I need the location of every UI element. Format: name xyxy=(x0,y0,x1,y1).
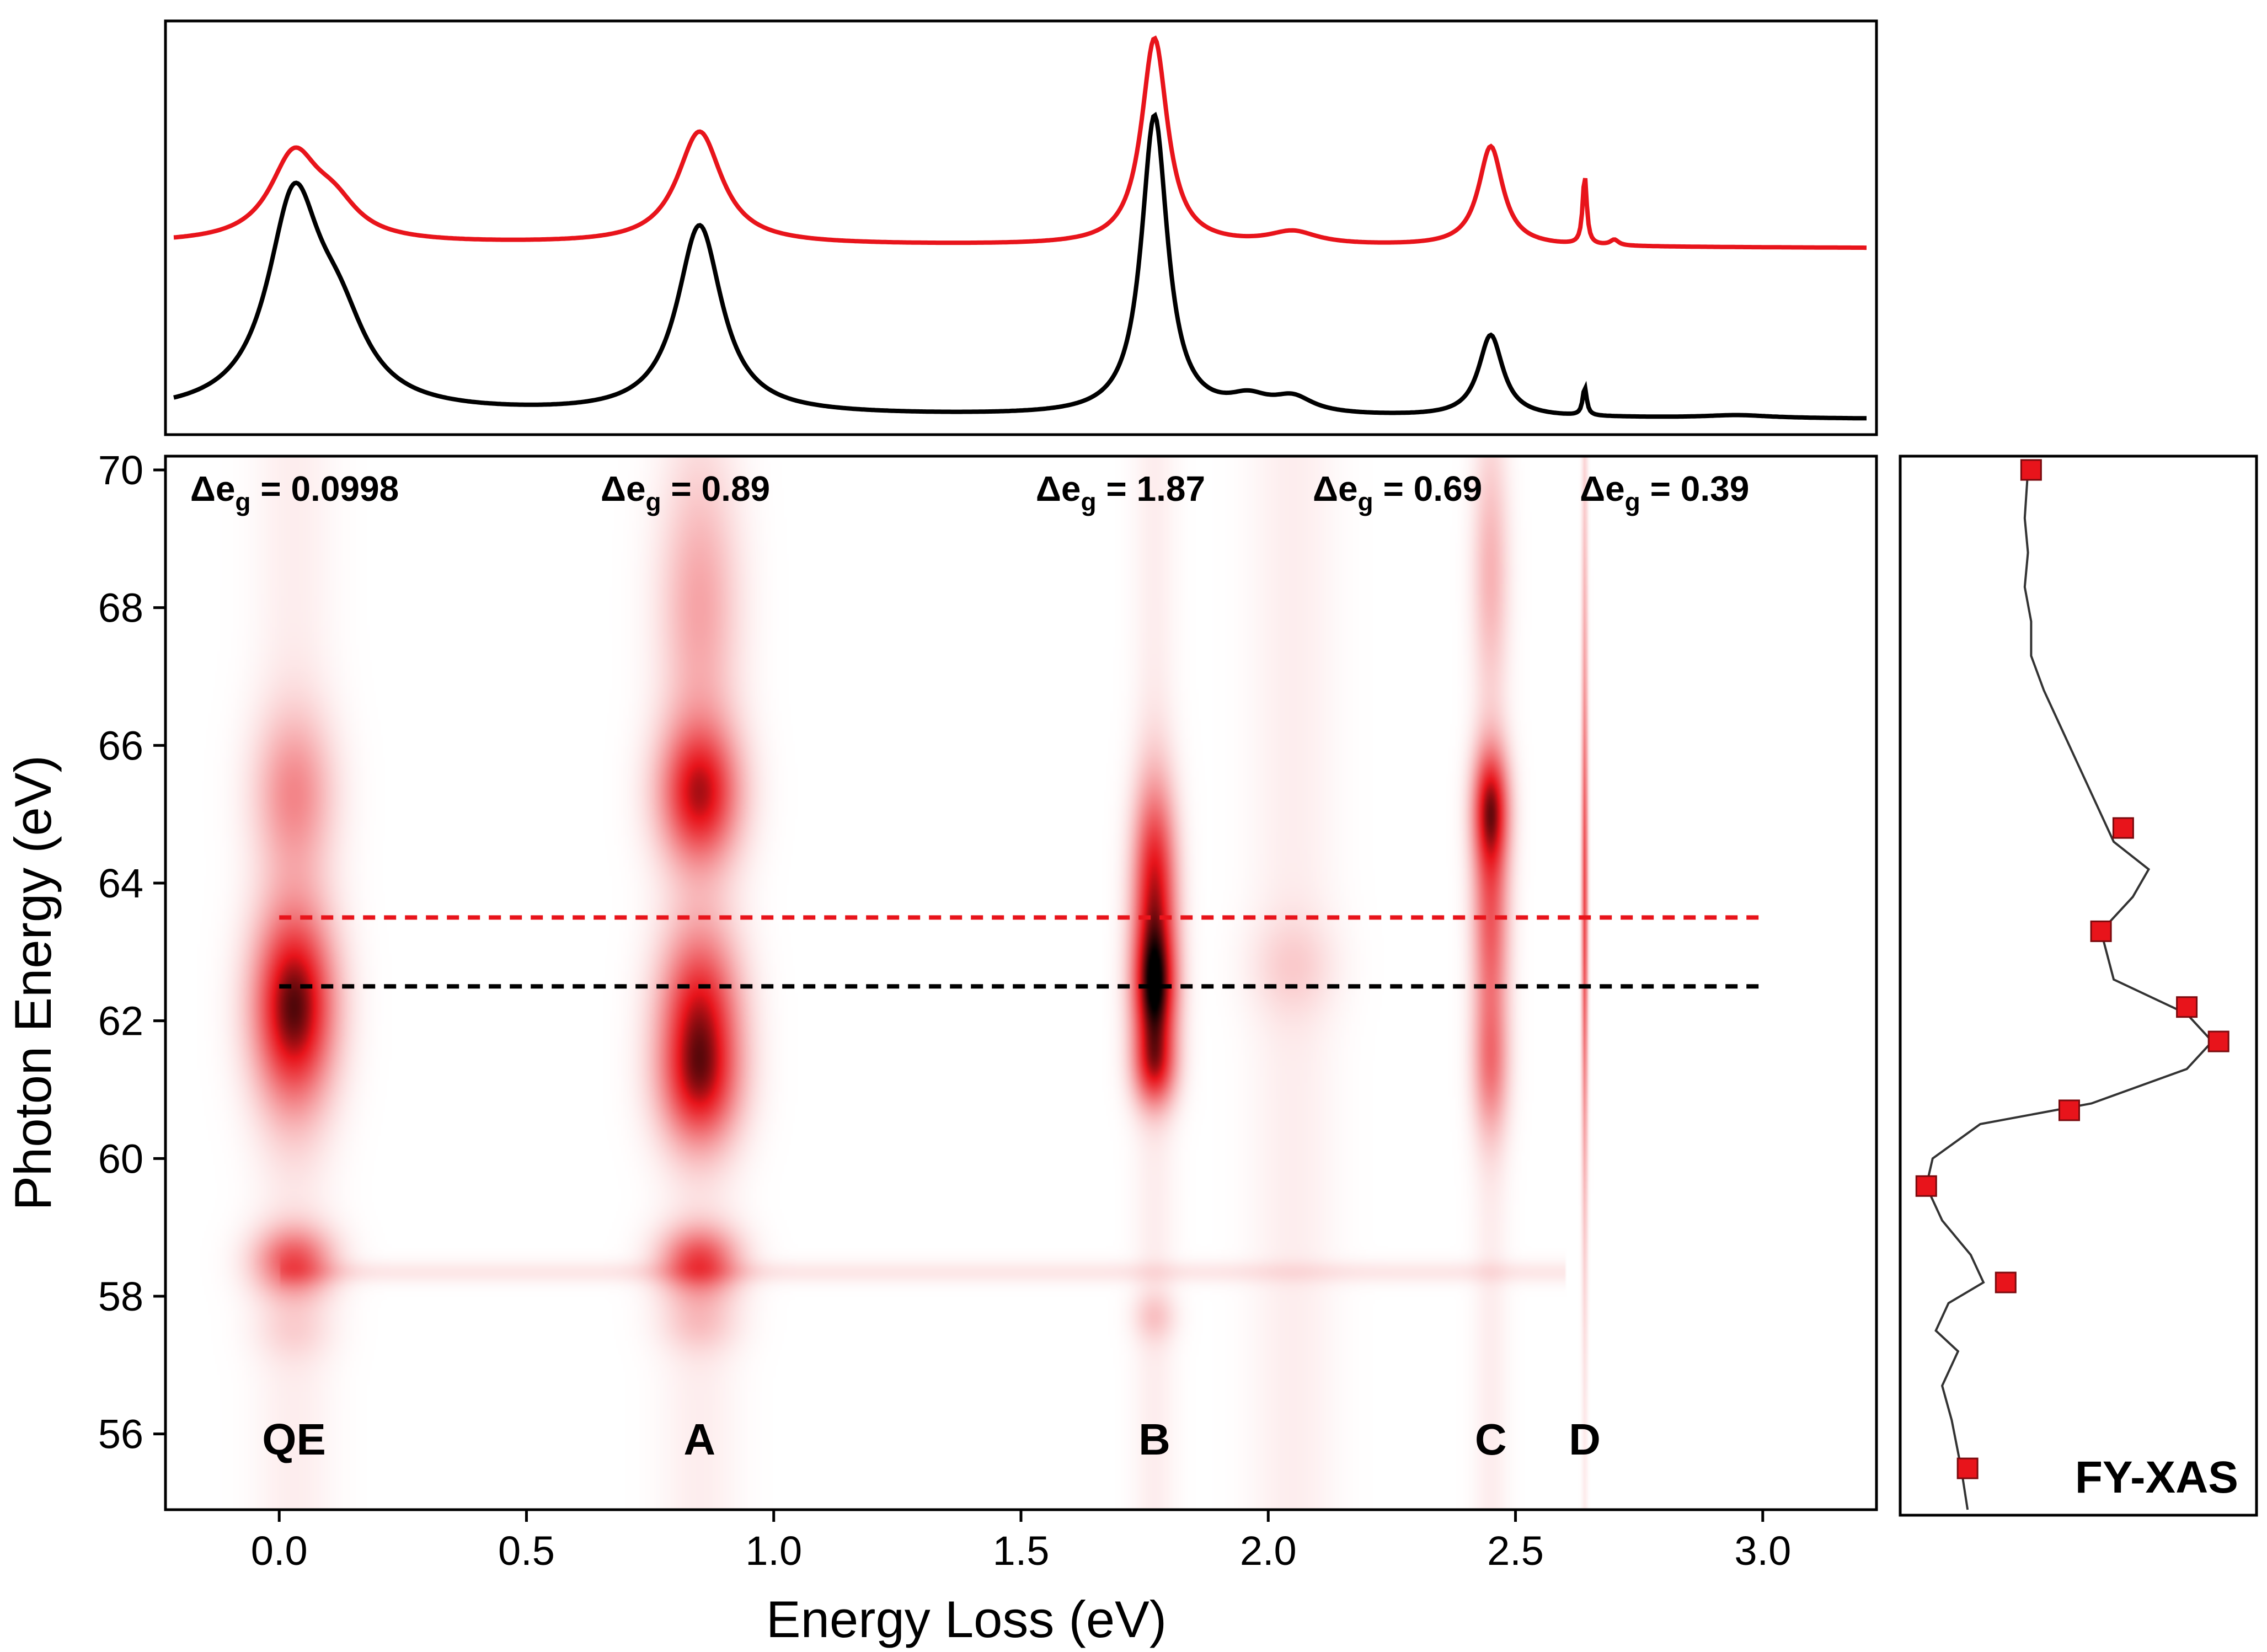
top-spectra-frame xyxy=(164,19,1878,436)
peak-label: C xyxy=(1475,1415,1507,1464)
top-spectra-panel xyxy=(164,19,1878,436)
x-tick-label: 3.0 xyxy=(1734,1528,1791,1574)
fy-xas-curve xyxy=(1925,469,2214,1510)
fy-xas-point xyxy=(2020,459,2042,481)
gap-label: Δeg = 0.69 xyxy=(1313,469,1482,516)
y-axis-title: Photon Energy (eV) xyxy=(4,755,62,1211)
top-spectrum-line-red xyxy=(173,35,1867,250)
fy-xas-point xyxy=(2207,1030,2229,1052)
fy-xas-label: FY-XAS xyxy=(2075,1452,2238,1503)
peak-label: B xyxy=(1138,1415,1170,1464)
y-tick-label: 66 xyxy=(98,723,143,768)
gap-label: Δeg = 1.87 xyxy=(1036,469,1205,516)
y-tick-label: 64 xyxy=(98,860,143,906)
x-tick-label: 0.5 xyxy=(498,1528,555,1574)
fy-xas-point xyxy=(1995,1271,2017,1293)
top-spectrum-line-black xyxy=(173,111,1867,421)
y-tick-label: 58 xyxy=(98,1274,143,1319)
x-tick-label: 2.5 xyxy=(1487,1528,1544,1574)
fy-xas-point xyxy=(2058,1099,2080,1121)
y-tick-label: 60 xyxy=(98,1136,143,1181)
x-tick-label: 1.0 xyxy=(745,1528,802,1574)
fy-xas-point xyxy=(2090,920,2112,942)
x-tick-label: 0.0 xyxy=(251,1528,308,1574)
x-tick-label: 1.5 xyxy=(993,1528,1050,1574)
x-tick-label: 2.0 xyxy=(1240,1528,1297,1574)
peak-label: QE xyxy=(262,1415,326,1464)
rixs-map-panel: 0.0 0.5 1.0 1.5 2.0 2.5 3.0 56 58 60 62 64 66 68 70 Q… xyxy=(4,447,1878,1648)
fy-xas-point xyxy=(1915,1175,1937,1197)
fy-xas-point xyxy=(2176,996,2198,1018)
fy-xas-frame xyxy=(1899,455,2258,1517)
fy-xas-point xyxy=(2112,817,2134,839)
gap-label: Δeg = 0.89 xyxy=(601,469,770,516)
fy-xas-panel: FY-XAS xyxy=(1899,455,2258,1517)
rixs-heatmap xyxy=(165,456,1876,1510)
y-tick-label: 62 xyxy=(98,998,143,1044)
y-tick-label: 70 xyxy=(98,447,143,493)
gap-label: Δeg = 0.39 xyxy=(1580,469,1749,516)
y-tick-label: 68 xyxy=(98,585,143,631)
gap-label: Δeg = 0.0998 xyxy=(190,469,399,516)
peak-label: D xyxy=(1569,1415,1601,1464)
peak-label: A xyxy=(683,1415,715,1464)
x-axis-title: Energy Loss (eV) xyxy=(766,1590,1167,1648)
y-tick-label: 56 xyxy=(98,1412,143,1457)
fy-xas-point xyxy=(1956,1457,1979,1479)
